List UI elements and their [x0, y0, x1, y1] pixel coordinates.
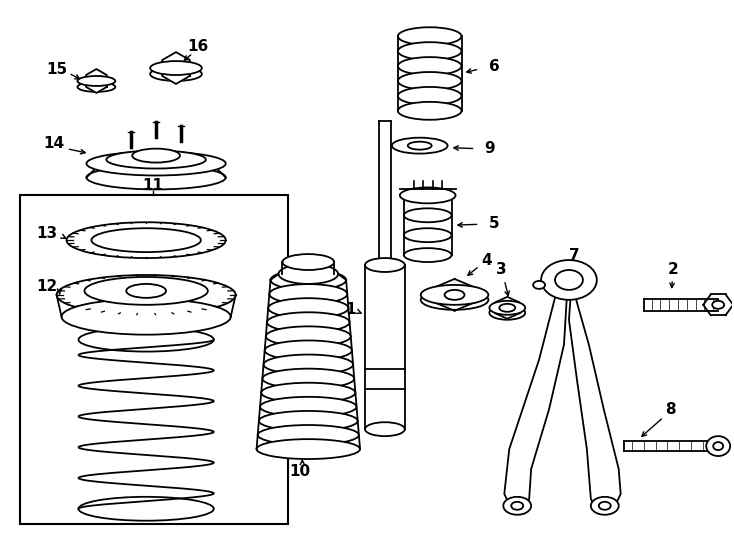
Text: 12: 12 [36, 279, 57, 294]
Ellipse shape [84, 277, 208, 305]
Ellipse shape [87, 166, 226, 190]
Ellipse shape [713, 442, 723, 450]
Polygon shape [504, 290, 567, 514]
Ellipse shape [87, 152, 226, 176]
Ellipse shape [398, 42, 462, 60]
Text: 14: 14 [43, 136, 64, 151]
Polygon shape [86, 69, 106, 93]
Ellipse shape [398, 27, 462, 45]
Ellipse shape [408, 141, 432, 150]
Ellipse shape [392, 138, 448, 153]
Ellipse shape [555, 270, 583, 290]
Ellipse shape [533, 281, 545, 289]
Ellipse shape [398, 102, 462, 120]
Text: 8: 8 [665, 402, 676, 417]
Ellipse shape [62, 299, 230, 335]
Ellipse shape [445, 290, 465, 300]
Ellipse shape [78, 76, 115, 86]
Text: 15: 15 [46, 62, 68, 77]
Text: 10: 10 [290, 464, 311, 480]
Ellipse shape [404, 188, 451, 202]
Text: 4: 4 [481, 253, 492, 267]
Ellipse shape [283, 254, 334, 270]
Ellipse shape [490, 306, 526, 320]
Ellipse shape [269, 284, 347, 304]
Ellipse shape [106, 151, 206, 168]
Ellipse shape [504, 497, 531, 515]
Polygon shape [644, 299, 718, 311]
Ellipse shape [57, 275, 236, 315]
Ellipse shape [706, 436, 730, 456]
Polygon shape [624, 441, 708, 451]
Ellipse shape [591, 497, 619, 515]
Ellipse shape [150, 67, 202, 81]
Ellipse shape [79, 328, 214, 352]
Ellipse shape [490, 301, 526, 315]
Ellipse shape [126, 284, 166, 298]
Text: 9: 9 [484, 141, 495, 156]
Ellipse shape [499, 304, 515, 312]
Text: 7: 7 [569, 247, 579, 262]
Ellipse shape [257, 439, 360, 459]
Ellipse shape [92, 228, 201, 252]
Polygon shape [162, 52, 190, 84]
Text: 2: 2 [668, 262, 679, 278]
Ellipse shape [264, 355, 353, 374]
Text: 1: 1 [345, 302, 355, 318]
Ellipse shape [404, 228, 451, 242]
Polygon shape [495, 297, 520, 319]
Ellipse shape [400, 187, 456, 204]
Ellipse shape [365, 422, 405, 436]
Ellipse shape [271, 270, 346, 290]
Ellipse shape [260, 397, 357, 417]
Text: 13: 13 [36, 226, 57, 241]
Ellipse shape [421, 285, 488, 305]
Ellipse shape [278, 264, 338, 284]
Ellipse shape [265, 340, 352, 360]
Ellipse shape [404, 248, 451, 262]
Bar [20, 195, 288, 524]
Text: 6: 6 [489, 58, 500, 73]
Ellipse shape [150, 61, 202, 75]
Ellipse shape [421, 290, 488, 310]
Ellipse shape [132, 148, 180, 163]
Polygon shape [569, 292, 621, 514]
Ellipse shape [599, 502, 611, 510]
Ellipse shape [512, 502, 523, 510]
Ellipse shape [268, 298, 349, 318]
Ellipse shape [78, 82, 115, 92]
Ellipse shape [712, 301, 724, 309]
Ellipse shape [398, 87, 462, 105]
Ellipse shape [259, 411, 357, 431]
Text: 3: 3 [496, 262, 506, 278]
Ellipse shape [67, 222, 226, 258]
Text: 5: 5 [489, 216, 500, 231]
Ellipse shape [266, 326, 351, 346]
Text: 16: 16 [187, 39, 208, 53]
Ellipse shape [267, 312, 349, 332]
Ellipse shape [79, 497, 214, 521]
Ellipse shape [261, 383, 355, 403]
Ellipse shape [398, 72, 462, 90]
Ellipse shape [404, 208, 451, 222]
Ellipse shape [365, 258, 405, 272]
Text: 11: 11 [142, 178, 164, 193]
Ellipse shape [262, 369, 355, 389]
Ellipse shape [541, 260, 597, 300]
Ellipse shape [398, 57, 462, 75]
Ellipse shape [258, 425, 359, 445]
